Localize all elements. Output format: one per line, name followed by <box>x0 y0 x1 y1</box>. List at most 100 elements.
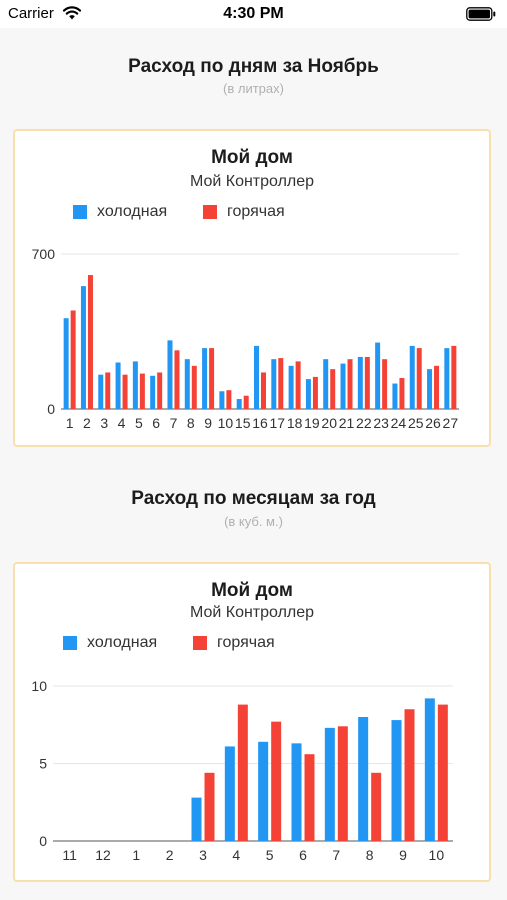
bar-cold <box>444 348 450 409</box>
bar-cold <box>305 379 311 409</box>
bar-cold <box>236 399 242 409</box>
monthly-chart-card: Мой дом Мой Контроллер холодная горячая … <box>13 562 491 882</box>
y-tick-label: 0 <box>39 833 47 849</box>
x-tick-label: 26 <box>425 415 441 431</box>
bar-hot <box>451 345 457 409</box>
x-tick-label: 10 <box>429 847 445 863</box>
bar-hot <box>122 374 128 409</box>
bar-hot <box>191 365 197 409</box>
x-tick-label: 11 <box>62 847 77 863</box>
bar-cold <box>98 374 104 409</box>
bar-hot <box>278 358 284 409</box>
x-tick-label: 21 <box>339 415 355 431</box>
bar-hot <box>382 359 388 409</box>
y-tick-label: 700 <box>32 246 56 262</box>
bar-hot <box>261 372 266 409</box>
bar-hot <box>70 310 76 409</box>
bar-hot <box>330 369 336 409</box>
daily-card-subtitle: Мой Контроллер <box>189 173 315 190</box>
x-tick-label: 27 <box>443 415 459 431</box>
bar-hot <box>399 378 405 409</box>
bar-cold <box>191 797 202 841</box>
daily-section-subtitle: (в литрах) <box>223 81 284 96</box>
monthly-card-subtitle: Мой Контроллер <box>189 604 315 621</box>
legend-cold-swatch <box>73 205 87 219</box>
x-tick-label: 2 <box>166 847 174 863</box>
x-tick-label: 15 <box>235 415 251 431</box>
monthly-section-title: Расход по месяцам за год <box>131 488 376 509</box>
daily-section-title: Расход по дням за Ноябрь <box>128 56 379 77</box>
legend-cold-swatch <box>63 636 77 650</box>
bar-hot <box>437 704 448 841</box>
x-tick-label: 5 <box>266 847 274 863</box>
bar-hot <box>295 361 301 409</box>
x-tick-label: 6 <box>152 415 160 431</box>
bar-cold <box>391 720 402 841</box>
x-tick-label: 24 <box>391 415 407 431</box>
bar-cold <box>258 741 269 841</box>
bar-hot <box>404 709 415 841</box>
legend-hot-swatch <box>193 636 207 650</box>
x-tick-label: 2 <box>83 415 91 431</box>
bar-cold <box>132 361 138 409</box>
bar-cold <box>323 359 329 409</box>
carrier-label: Carrier <box>8 5 54 22</box>
bar-cold <box>409 345 415 409</box>
bar-hot <box>371 772 382 841</box>
bar-cold <box>424 698 435 841</box>
monthly-card-title: Мой дом <box>211 580 293 601</box>
bar-hot <box>87 275 93 409</box>
bar-cold <box>288 365 294 409</box>
bar-cold <box>224 746 235 841</box>
bar-cold <box>358 717 369 841</box>
bar-cold <box>150 375 156 409</box>
y-tick-label: 5 <box>39 756 47 772</box>
legend-hot-swatch <box>203 205 217 219</box>
bar-cold <box>375 342 381 409</box>
bar-cold <box>115 362 121 409</box>
x-tick-label: 20 <box>321 415 337 431</box>
legend-hot-label: горячая <box>227 203 285 220</box>
bar-hot <box>237 704 248 841</box>
x-tick-label: 7 <box>332 847 340 863</box>
daily-card-title: Мой дом <box>211 147 293 168</box>
x-tick-label: 23 <box>373 415 389 431</box>
bar-cold <box>357 356 363 409</box>
x-tick-label: 4 <box>118 415 126 431</box>
bar-hot <box>304 754 315 841</box>
bar-hot <box>226 390 232 409</box>
x-tick-label: 8 <box>366 847 374 863</box>
bar-hot <box>139 373 145 409</box>
bar-cold <box>202 348 208 409</box>
x-tick-label: 6 <box>299 847 307 863</box>
x-tick-label: 17 <box>270 415 286 431</box>
legend-cold-label: холодная <box>87 634 158 651</box>
x-tick-label: 1 <box>132 847 140 863</box>
bar-cold <box>184 359 190 409</box>
daily-chart-card: Мой дом Мой Контроллер холодная горячая … <box>13 129 491 447</box>
x-tick-label: 7 <box>170 415 178 431</box>
legend-hot-label: горячая <box>217 634 275 651</box>
bar-cold <box>167 340 173 409</box>
bar-hot <box>434 365 440 409</box>
x-tick-label: 10 <box>218 415 234 431</box>
bar-hot <box>209 348 215 409</box>
status-bar: Carrier 4:30 PM <box>0 0 507 28</box>
y-tick-label: 10 <box>31 678 47 694</box>
bar-hot <box>416 348 422 409</box>
status-time: 4:30 PM <box>223 5 284 22</box>
x-tick-label: 9 <box>204 415 212 431</box>
y-tick-label: 0 <box>47 401 55 417</box>
bar-cold <box>63 318 69 409</box>
x-tick-label: 1 <box>66 415 74 431</box>
x-tick-label: 4 <box>232 847 240 863</box>
bar-hot <box>204 772 215 841</box>
x-tick-label: 19 <box>304 415 320 431</box>
monthly-section-subtitle: (в куб. м.) <box>224 514 283 529</box>
wifi-icon <box>62 6 82 20</box>
bar-cold <box>427 369 433 409</box>
bar-hot <box>174 350 180 409</box>
bar-cold <box>324 727 335 841</box>
